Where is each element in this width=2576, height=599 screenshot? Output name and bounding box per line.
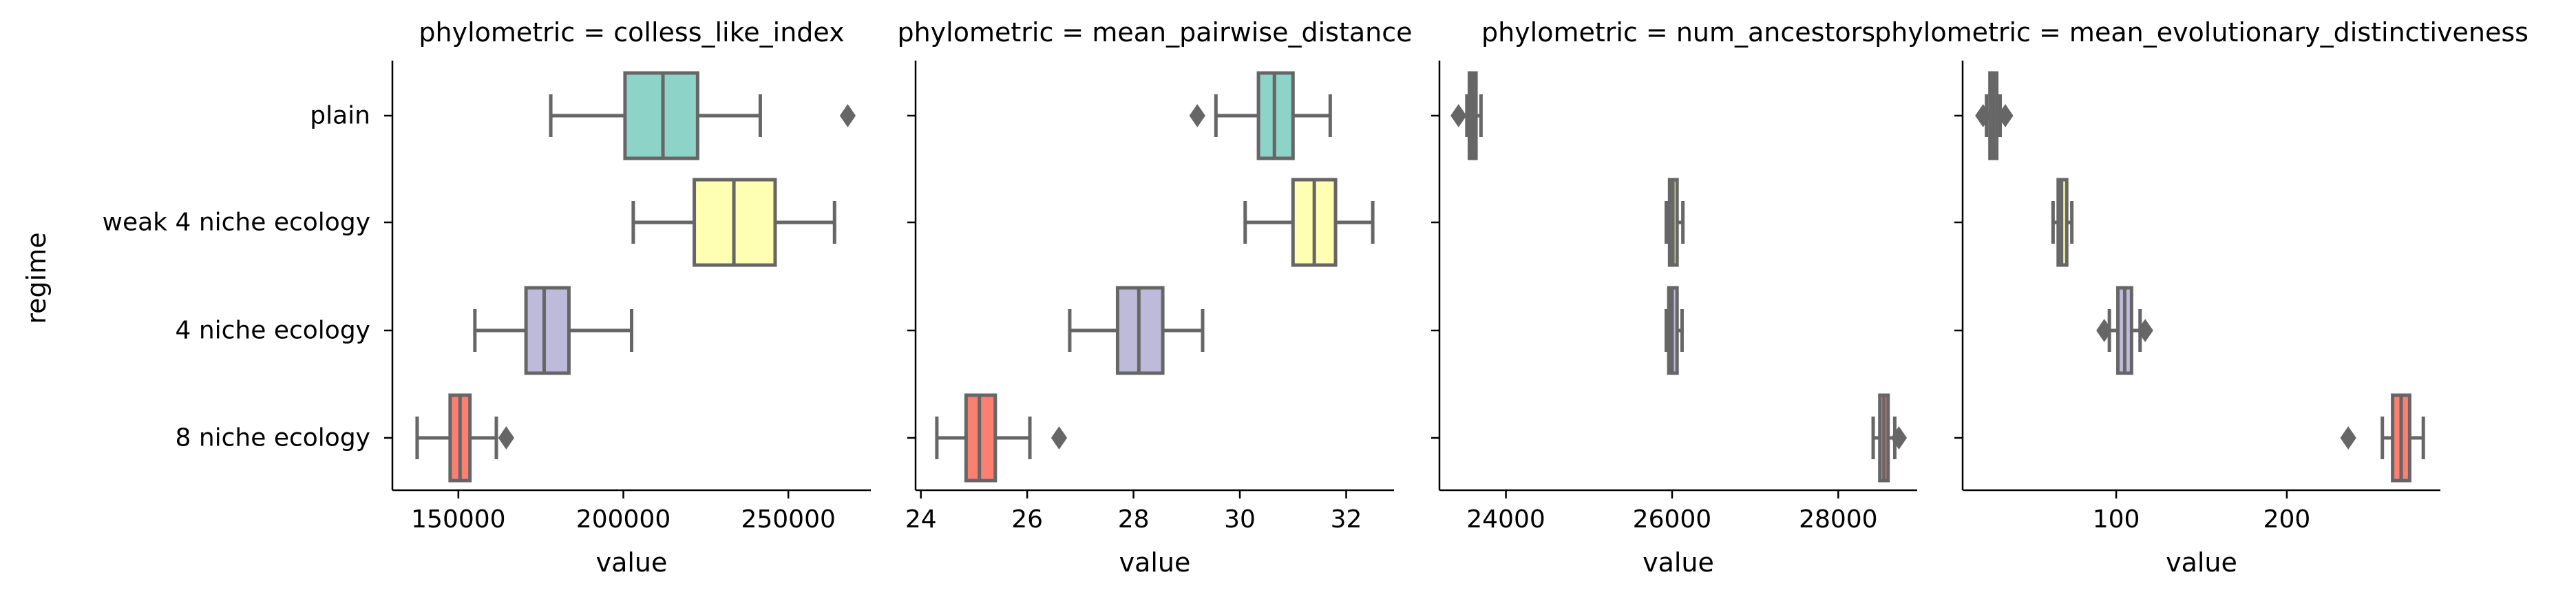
outlier-marker bbox=[1450, 104, 1467, 127]
x-tick-label: 28000 bbox=[1799, 505, 1878, 534]
x-tick-label: 28 bbox=[1118, 505, 1150, 534]
box-plot bbox=[2096, 286, 2153, 375]
y-tick-label: 4 niche ecology bbox=[175, 317, 370, 345]
x-tick-label: 24000 bbox=[1466, 505, 1545, 534]
x-tick-label: 250000 bbox=[741, 505, 835, 534]
outlier-marker bbox=[2137, 319, 2153, 342]
x-tick-label: 26000 bbox=[1633, 505, 1712, 534]
box-plot bbox=[631, 178, 836, 267]
x-tick-label: 24 bbox=[905, 505, 937, 534]
outlier-marker bbox=[1189, 104, 1205, 127]
box-plot bbox=[1871, 393, 1908, 483]
box-plot bbox=[2340, 393, 2425, 483]
box-plot bbox=[1189, 71, 1332, 160]
outlier-marker bbox=[1997, 104, 2014, 127]
box-plot bbox=[1068, 286, 1205, 375]
x-axis-label: value bbox=[596, 547, 668, 578]
box-plot bbox=[2051, 178, 2074, 267]
panel-title: phylometric = mean_evolutionary_distinct… bbox=[1875, 17, 2529, 48]
box-plot bbox=[1450, 71, 1483, 160]
outlier-marker bbox=[498, 426, 514, 450]
x-tick-label: 26 bbox=[1011, 505, 1043, 534]
outlier-marker bbox=[1975, 104, 1992, 127]
iqr-box bbox=[524, 286, 571, 375]
outlier-marker bbox=[1051, 426, 1068, 450]
x-tick-label: 100 bbox=[2093, 505, 2140, 534]
x-axis-label: value bbox=[1119, 547, 1191, 578]
x-tick-label: 30 bbox=[1224, 505, 1256, 534]
facet-panel: phylometric = mean_evolutionary_distinct… bbox=[1875, 17, 2529, 578]
y-tick-label: plain bbox=[310, 102, 370, 130]
facet-panel: phylometric = num_ancestors 24000 26000 280… bbox=[1431, 17, 1917, 578]
x-axis-label: value bbox=[2166, 547, 2237, 578]
facet-panels: phylometric = colless_like_index 150000 20… bbox=[384, 17, 2529, 578]
facet-panel: phylometric = colless_like_index 150000 20… bbox=[384, 17, 871, 578]
box-plot bbox=[935, 393, 1068, 483]
y-tick-label: weak 4 niche ecology bbox=[103, 209, 370, 237]
x-tick-label: 200000 bbox=[576, 505, 671, 534]
box-plot bbox=[1975, 71, 2014, 160]
outlier-marker bbox=[2096, 319, 2113, 342]
box-plot bbox=[415, 393, 514, 483]
box-plot bbox=[1664, 286, 1684, 375]
outlier-marker bbox=[1890, 426, 1908, 450]
y-axis-label: regime bbox=[21, 232, 52, 324]
box-plot bbox=[1243, 178, 1375, 267]
x-tick-label: 200 bbox=[2263, 505, 2311, 534]
x-tick-label: 150000 bbox=[411, 505, 505, 534]
y-tick-label: 8 niche ecology bbox=[175, 424, 370, 452]
box-plot bbox=[473, 286, 633, 375]
panel-title: phylometric = num_ancestors bbox=[1481, 17, 1875, 48]
outlier-marker bbox=[839, 104, 856, 127]
panel-title: phylometric = mean_pairwise_distance bbox=[897, 17, 1412, 48]
box-plot bbox=[549, 71, 856, 160]
box-plot bbox=[1664, 178, 1685, 267]
y-tick-labels: plain weak 4 niche ecology 4 niche ecology… bbox=[103, 102, 370, 452]
x-tick-label: 32 bbox=[1331, 505, 1362, 534]
x-axis-label: value bbox=[1643, 547, 1714, 578]
outlier-marker bbox=[2340, 426, 2356, 450]
panel-title: phylometric = colless_like_index bbox=[419, 17, 844, 48]
facet-panel: phylometric = mean_pairwise_distance 24 26… bbox=[897, 17, 1412, 578]
